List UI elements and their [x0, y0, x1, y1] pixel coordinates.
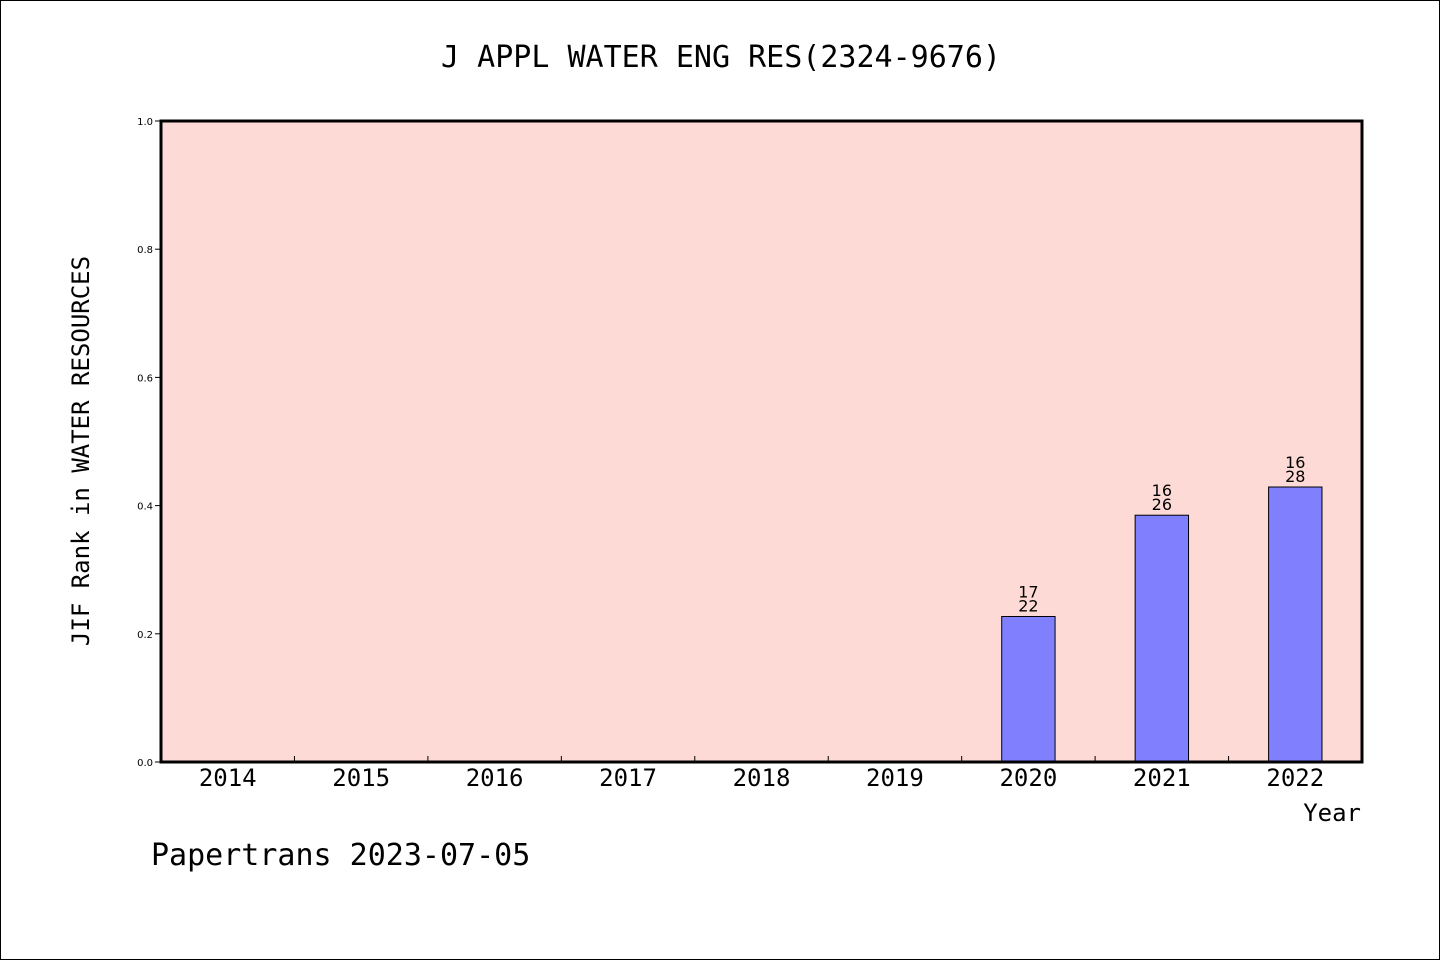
- data-label-rank: 17: [1018, 582, 1038, 601]
- y-tick-label: 0.6: [137, 373, 153, 384]
- x-tick-label: 2019: [866, 764, 924, 792]
- y-axis-ticks: 0.0 0.2 0.4 0.6 0.8 1.0: [137, 117, 161, 769]
- data-label-total: 22: [1018, 596, 1038, 615]
- x-tick-label: 2014: [199, 764, 257, 792]
- y-tick-label: 0.2: [137, 630, 153, 641]
- x-tick-label: 2021: [1133, 764, 1191, 792]
- x-tick-label: 2018: [733, 764, 791, 792]
- plot-border: [159, 119, 1364, 764]
- y-tick-label: 0.8: [137, 245, 153, 256]
- chart-title: J APPL WATER ENG RES(2324-9676): [441, 40, 1001, 75]
- y-tick-label: 0.4: [137, 502, 153, 513]
- bar-2020: [1001, 615, 1056, 763]
- x-tick-label: 2016: [466, 764, 524, 792]
- x-tick-label: 2020: [999, 764, 1057, 792]
- y-axis-label: JIF Rank in WATER RESOURCES: [67, 256, 95, 646]
- x-axis-ticks: 2014 2015 2016 2017 2018 2019 2020 2021 2022: [199, 756, 1324, 792]
- footer-text: Papertrans 2023-07-05: [151, 838, 530, 873]
- bars: [1001, 486, 1323, 763]
- data-label-rank: 16: [1285, 453, 1305, 472]
- bar-2021: [1134, 514, 1190, 763]
- data-label-rank: 16: [1152, 481, 1172, 500]
- data-label-total: 26: [1152, 495, 1172, 514]
- x-tick-label: 2022: [1266, 764, 1324, 792]
- x-axis-label: Year: [1303, 799, 1361, 827]
- y-tick-label: 0.0: [137, 758, 153, 769]
- data-label-total: 28: [1285, 467, 1305, 486]
- bar-2022: [1268, 486, 1323, 763]
- x-tick-label: 2017: [599, 764, 657, 792]
- x-tick-label: 2015: [332, 764, 390, 792]
- y-tick-label: 1.0: [137, 117, 153, 128]
